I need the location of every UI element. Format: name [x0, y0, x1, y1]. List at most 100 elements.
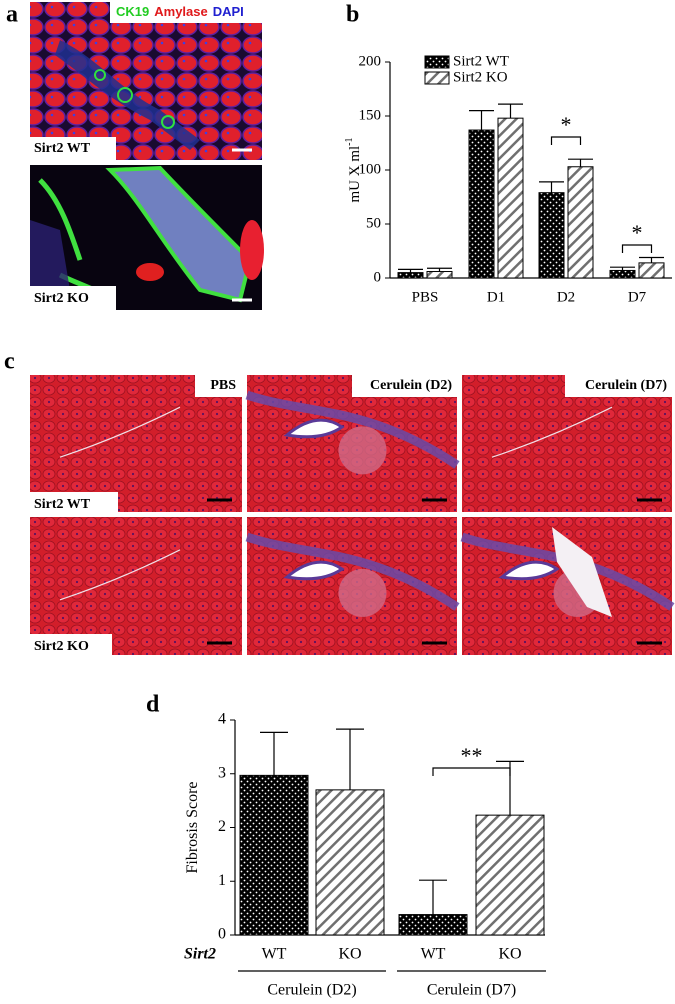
y-tick-label: 1 — [218, 872, 226, 889]
stain-label: Amylase — [154, 4, 207, 19]
y-tick-label: 2 — [218, 818, 226, 835]
y-label-text: mU X ml — [347, 146, 363, 203]
error-bar — [419, 879, 447, 915]
y-tick-label: 200 — [359, 53, 382, 69]
x-tick-label: WT — [421, 946, 446, 963]
col-label-box — [352, 375, 457, 397]
significance-label: * — [632, 220, 643, 245]
bar — [497, 117, 524, 279]
fibrosis — [460, 532, 675, 611]
error-bar — [398, 268, 423, 273]
error-bar — [639, 256, 664, 263]
bar — [426, 271, 453, 279]
col-label-box — [195, 375, 242, 397]
duct — [498, 560, 560, 581]
error-bar — [260, 731, 288, 776]
x-tick-label: D7 — [628, 289, 647, 305]
legend-swatch — [424, 55, 450, 69]
stain-label-box — [110, 2, 262, 23]
bar — [315, 789, 385, 936]
vessel — [491, 406, 613, 458]
significance-label: * — [561, 112, 572, 137]
group-label: Cerulein (D7) — [427, 982, 516, 999]
error-bar — [469, 109, 494, 131]
x-tick-label: D1 — [487, 289, 505, 305]
row-label: Sirt2 WT — [34, 497, 91, 512]
bar — [398, 914, 468, 936]
y-axis-label: mU X ml-1 — [344, 137, 363, 202]
bar — [567, 166, 594, 279]
stain-label: CK19 — [116, 4, 149, 19]
error-bar — [498, 103, 523, 119]
col-label: Cerulein (D2) — [370, 378, 452, 393]
y-tick-label: 4 — [218, 711, 226, 728]
islet — [338, 568, 387, 617]
col-label-box — [565, 375, 672, 397]
error-bar — [539, 181, 564, 193]
x-tick-label: KO — [338, 946, 361, 963]
bar — [538, 192, 565, 279]
row-label-box — [30, 492, 118, 515]
group-label: Cerulein (D2) — [267, 982, 356, 999]
legend-label: Sirt2 WT — [453, 53, 509, 69]
significance-bracket — [621, 244, 653, 253]
col-label: PBS — [210, 378, 236, 393]
bar — [239, 774, 309, 936]
duct — [283, 560, 345, 581]
row-label: Sirt2 WT — [34, 141, 91, 156]
x-tick-label: D2 — [557, 289, 575, 305]
x-tick-label: PBS — [412, 289, 439, 305]
panel-label: a — [6, 2, 18, 28]
fibrosis — [245, 532, 460, 611]
significance-label: ** — [461, 743, 483, 768]
error-bar — [610, 266, 635, 271]
bar — [475, 814, 545, 936]
x-tick-label: KO — [498, 946, 521, 963]
legend-label: Sirt2 KO — [453, 69, 508, 85]
row-label-box — [30, 286, 116, 310]
micrograph — [30, 517, 242, 655]
error-bar — [427, 267, 452, 272]
micrograph — [30, 375, 242, 512]
islet — [338, 426, 387, 475]
stain-label: DAPI — [213, 4, 244, 19]
row-label: Sirt2 KO — [34, 291, 89, 306]
x-axis-label: Sirt2 — [184, 946, 216, 963]
y-tick-label: 0 — [374, 269, 382, 285]
duct — [283, 418, 345, 439]
fibrosis — [245, 390, 460, 469]
y-tick-label: 50 — [366, 215, 381, 231]
space — [552, 527, 612, 617]
y-tick-label: 150 — [359, 107, 382, 123]
vessel — [59, 406, 181, 458]
y-tick-label: 3 — [218, 764, 226, 781]
stain-legend: CK19 Amylase DAPI — [116, 4, 244, 19]
y-label-sup: -1 — [344, 137, 355, 145]
bar — [468, 129, 495, 279]
panel-label: b — [346, 2, 359, 28]
micrograph-grid — [30, 375, 675, 655]
y-tick-label: 100 — [359, 161, 382, 177]
bar — [638, 262, 665, 279]
x-tick-label: WT — [262, 946, 287, 963]
micrograph-a-wt — [30, 2, 262, 160]
legend-swatch — [424, 71, 450, 85]
row-label: Sirt2 KO — [34, 639, 89, 654]
y-axis-label: Fibrosis Score — [184, 782, 201, 874]
error-bar — [336, 728, 364, 790]
bar — [609, 269, 636, 279]
significance-bracket — [432, 767, 511, 776]
micrograph-a-ko — [30, 165, 264, 310]
error-bar — [568, 158, 593, 167]
bar — [397, 272, 424, 279]
panel-label: d — [146, 692, 160, 718]
micrograph — [462, 375, 672, 512]
vessel — [59, 549, 181, 601]
row-label-box — [30, 137, 116, 160]
y-tick-label: 0 — [218, 926, 226, 943]
panel-label: c — [4, 349, 15, 375]
col-label: Cerulein (D7) — [585, 378, 667, 393]
row-label-box — [30, 634, 112, 655]
significance-bracket — [550, 136, 582, 145]
